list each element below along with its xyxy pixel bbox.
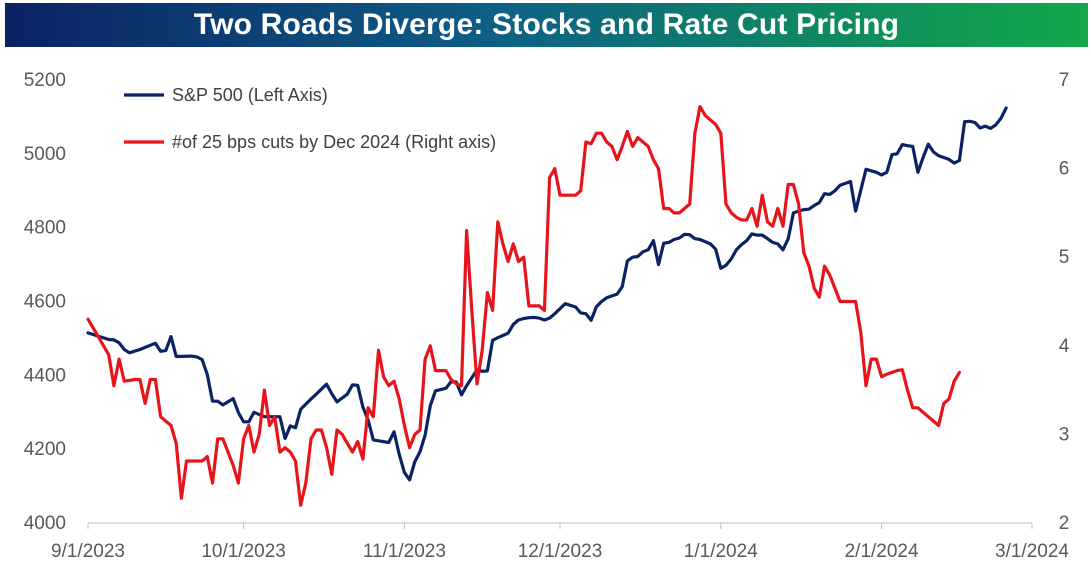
chart-axes: 9/1/2023 10/1/2023 11/1/2023 12/1/2023 1/1/2… [24,70,1070,562]
legend-sp500-label: S&P 500 (Left Axis) [172,85,328,105]
x-tick-label: 3/1/2024 [995,541,1069,562]
left-y-tick-label: 4200 [24,439,66,460]
rate-cuts-series-line [86,104,962,507]
right-y-tick-label: 2 [1059,513,1070,534]
right-y-tick-label: 6 [1059,159,1070,180]
right-y-tick-label: 5 [1059,247,1070,268]
left-y-tick-label: 5000 [24,144,66,165]
right-y-tick-label: 4 [1059,336,1070,357]
x-tick-label: 1/1/2024 [684,541,758,562]
x-tick-label: 9/1/2023 [51,541,125,562]
left-y-tick-label: 4600 [24,292,66,313]
chart-title-bar: Two Roads Diverge: Stocks and Rate Cut P… [5,3,1088,47]
x-tick-label: 12/1/2023 [518,541,603,562]
left-y-tick-label: 4000 [24,513,66,534]
left-y-tick-label: 4400 [24,365,66,386]
chart-legend: S&P 500 (Left Axis) #of 25 bps cuts by De… [124,85,496,152]
right-y-tick-label: 7 [1059,70,1070,91]
x-tick-label: 2/1/2024 [845,541,919,562]
left-y-tick-label: 4800 [24,218,66,239]
chart-series [86,104,1008,507]
x-tick-label: 10/1/2023 [201,541,286,562]
chart-title: Two Roads Diverge: Stocks and Rate Cut P… [193,8,900,41]
right-y-tick-label: 3 [1059,424,1070,445]
x-tick-label: 11/1/2023 [363,541,446,562]
left-y-tick-label: 5200 [24,70,66,91]
sp500-series-line [86,106,1008,482]
legend-rate-cuts-label: #of 25 bps cuts by Dec 2024 (Right axis) [172,132,496,152]
